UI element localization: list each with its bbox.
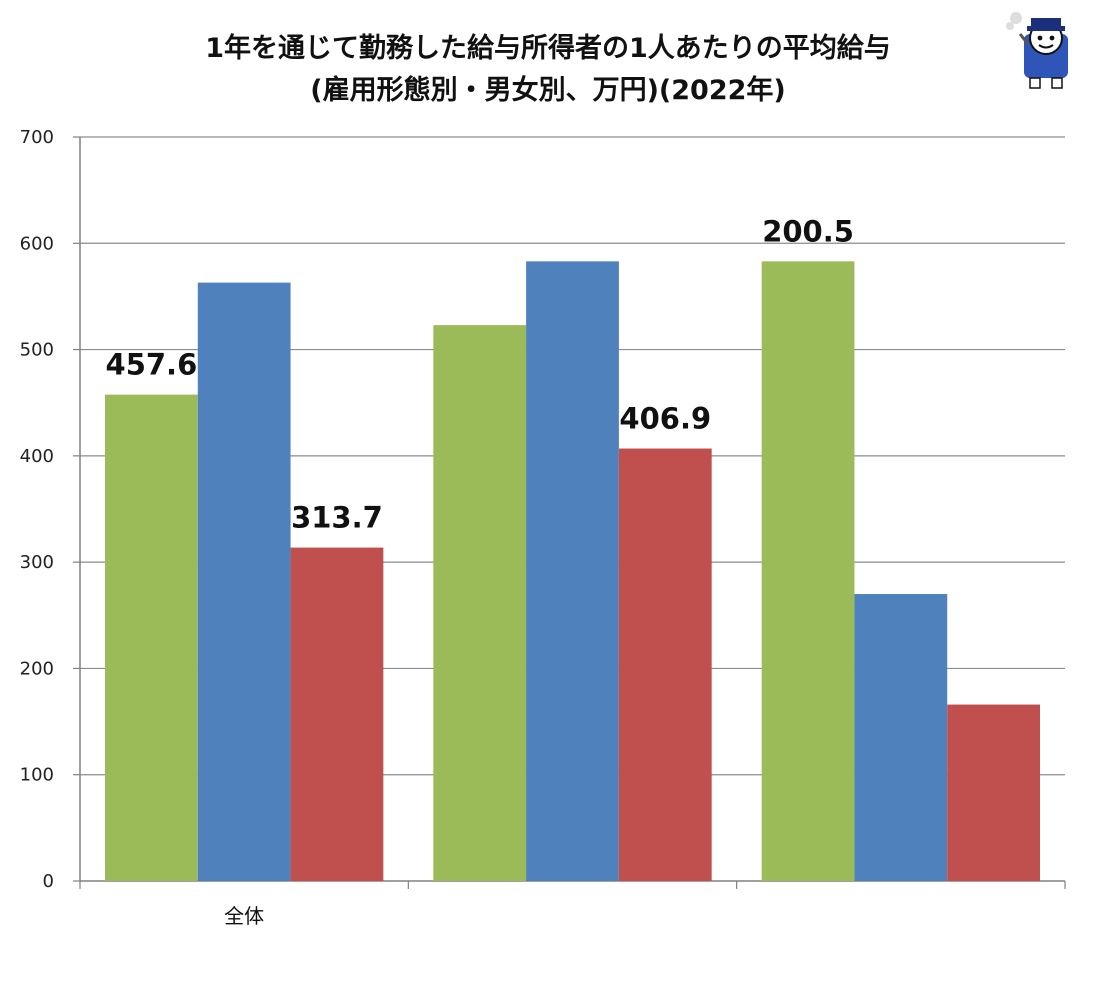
y-tick-label: 100 [20,765,54,786]
data-label: 457.6 [106,348,198,382]
chart-title-line-1: 1年を通じて勤務した給与所得者の1人あたりの平均給与 [205,33,891,64]
bar [526,261,619,882]
bar [947,704,1040,881]
chart-title-line-2: (雇用形態別・男女別、万円)(2022年) [310,75,786,106]
bar [433,325,527,881]
y-tick-label: 300 [20,552,54,573]
bar [105,394,198,881]
y-tick-label: 200 [20,658,54,679]
y-tick-label: 600 [20,233,54,254]
bar [854,594,948,881]
data-label: 406.9 [619,402,711,436]
y-tick-label: 500 [20,340,54,361]
y-tick-label: 0 [43,871,54,892]
x-category-label: 全体 [224,904,264,928]
bar [197,282,291,881]
data-label: 200.5 [762,214,854,248]
bar [290,547,384,881]
bar [618,448,712,881]
mascot-logo-icon [1006,12,1068,89]
y-tick-label: 700 [20,127,54,148]
data-label: 313.7 [291,501,383,535]
y-tick-label: 400 [20,446,54,467]
bar [761,261,855,882]
